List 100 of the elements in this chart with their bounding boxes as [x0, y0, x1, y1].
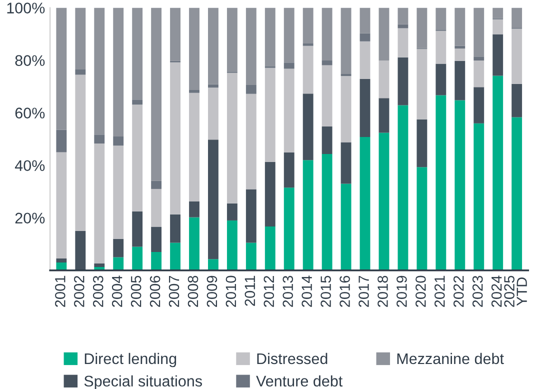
bar	[151, 8, 162, 181]
bar	[360, 136, 370, 270]
bar	[264, 226, 276, 270]
bar	[151, 226, 162, 252]
bar	[454, 8, 466, 46]
bar	[75, 230, 86, 270]
bar	[226, 72, 238, 204]
bar	[454, 46, 466, 48]
bar	[151, 252, 162, 270]
bar	[378, 132, 390, 270]
x-tick-label: 2003	[92, 276, 104, 307]
bar	[264, 8, 276, 66]
bar	[208, 259, 218, 270]
bar	[360, 78, 370, 137]
bar	[398, 28, 408, 58]
bar	[416, 167, 428, 270]
legend-label: Mezzanine debt	[397, 352, 504, 364]
bar	[189, 92, 200, 202]
x-tick-label: 2009	[206, 276, 218, 307]
bar	[398, 57, 408, 106]
bar	[492, 34, 504, 76]
bar	[340, 74, 352, 76]
bar	[436, 30, 446, 64]
bar	[512, 117, 522, 270]
x-tick-label: 2019	[396, 276, 407, 307]
x-tick-label: 2007	[168, 276, 180, 307]
bar	[340, 184, 352, 270]
x-tick-label: 2004	[112, 276, 122, 307]
bar	[94, 264, 105, 267]
bar	[94, 144, 105, 264]
bar	[75, 69, 86, 75]
bar	[208, 8, 218, 84]
bar	[474, 8, 484, 57]
bar	[416, 8, 428, 48]
x-tick-label: 2001	[55, 276, 66, 307]
bar	[360, 41, 370, 79]
bar	[94, 134, 105, 144]
bar	[208, 140, 218, 260]
bar	[151, 180, 162, 189]
x-tick-label: 2025 YTD	[504, 276, 527, 307]
x-tick-label: 2002	[74, 276, 84, 307]
bar	[474, 56, 484, 61]
bar	[436, 64, 446, 96]
bar	[360, 8, 370, 34]
legend-label: Distressed	[257, 352, 328, 364]
x-tick-label: 2024	[491, 276, 502, 307]
bar	[322, 60, 332, 66]
bar	[113, 8, 124, 136]
bar	[226, 203, 238, 220]
bar	[284, 62, 294, 69]
bar	[226, 8, 238, 72]
bar	[360, 33, 370, 42]
bar	[94, 8, 105, 135]
bar	[170, 242, 180, 270]
x-tick-label: 2011	[244, 276, 256, 306]
y-tick-label: 20%	[15, 212, 45, 224]
bar	[170, 8, 180, 61]
bar	[302, 8, 314, 44]
bar	[75, 8, 86, 70]
x-tick-label: 2010	[226, 276, 236, 307]
y-tick-label: 80%	[15, 55, 45, 66]
bar	[113, 238, 124, 258]
bar	[302, 43, 314, 46]
bar	[474, 123, 484, 270]
bar	[512, 8, 522, 28]
bar	[189, 217, 200, 270]
bar	[284, 188, 294, 270]
bar	[416, 119, 428, 168]
bar	[474, 87, 484, 124]
x-tick-label: 2015	[320, 276, 331, 307]
bar	[340, 8, 352, 74]
bar	[398, 8, 408, 24]
bar	[189, 201, 200, 218]
bar	[226, 220, 238, 270]
bar	[208, 84, 218, 88]
x-tick-label: 2023	[472, 276, 483, 307]
bar	[436, 8, 446, 30]
bar	[340, 76, 352, 142]
bar	[113, 136, 124, 146]
bar	[132, 104, 143, 212]
bar	[492, 76, 504, 270]
legend-label: Direct lending	[84, 352, 176, 368]
x-tick-label: 2005	[130, 276, 142, 307]
bar	[322, 65, 332, 126]
bar	[56, 8, 67, 130]
bar	[284, 8, 294, 63]
bar	[454, 60, 466, 100]
bar	[340, 142, 352, 184]
bar	[246, 8, 256, 85]
bar	[512, 28, 522, 84]
bar	[264, 68, 276, 162]
bar	[322, 126, 332, 154]
bar	[302, 46, 314, 94]
bar	[378, 8, 390, 61]
bar	[454, 100, 466, 270]
bar	[56, 152, 67, 259]
bar	[208, 88, 218, 140]
bar	[492, 8, 504, 18]
x-tick-label: 2021	[434, 276, 445, 307]
bar	[302, 94, 314, 160]
